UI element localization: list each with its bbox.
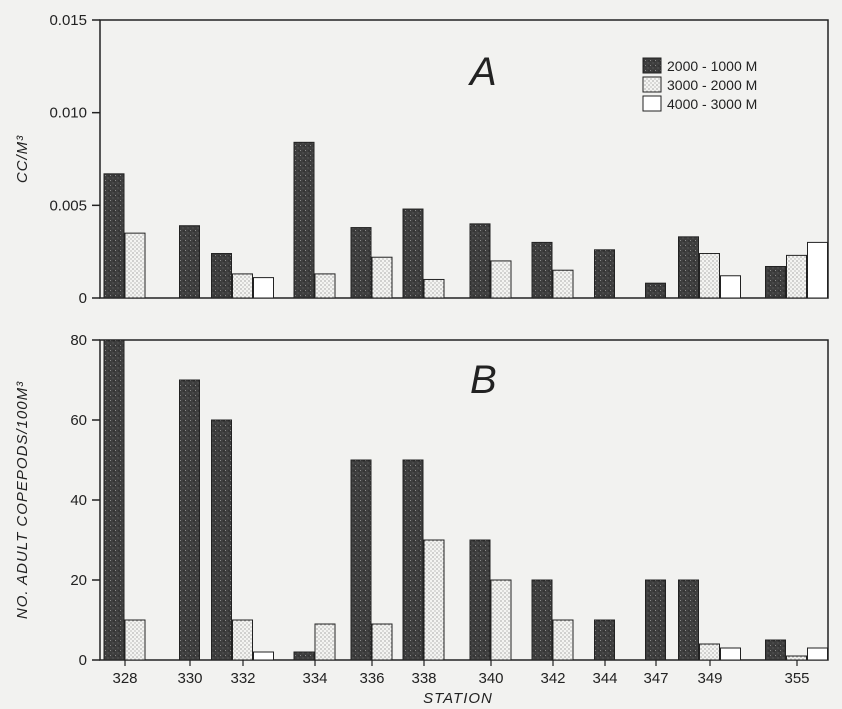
bar-344-series-1 xyxy=(594,249,615,299)
legend-swatch-2 xyxy=(642,76,662,93)
panel-b-y-ticks: 0 20 40 60 80 xyxy=(70,332,100,669)
bar-340-series-2 xyxy=(490,579,512,661)
bar-355-series-2 xyxy=(786,254,807,299)
x-tick-label-349: 349 xyxy=(697,670,722,687)
x-tick-label-334: 334 xyxy=(302,670,327,687)
x-tick-label-347: 347 xyxy=(643,670,668,687)
x-tick-label-328: 328 xyxy=(112,670,137,687)
bar-338-series-1 xyxy=(402,208,424,299)
bar-349-series-3 xyxy=(720,275,741,299)
bar-340-series-1 xyxy=(469,539,491,661)
bar-338-series-1 xyxy=(402,459,424,661)
bar-355-series-2 xyxy=(786,655,807,661)
x-tick-label-355: 355 xyxy=(784,670,809,687)
bar-332-series-2 xyxy=(232,273,253,299)
bar-340-series-1 xyxy=(469,223,491,299)
bar-330-series-1 xyxy=(179,379,200,661)
x-tick-label-340: 340 xyxy=(478,670,503,687)
panel-a-y-ticks: 0 0.005 0.010 0.015 xyxy=(49,12,100,307)
y-tick-label: 0.015 xyxy=(49,12,87,29)
bar-342-series-2 xyxy=(552,269,574,299)
bar-355-series-1 xyxy=(765,265,786,299)
bar-332-series-3 xyxy=(253,277,274,299)
panel-a-bars xyxy=(103,141,828,299)
bar-334-series-2 xyxy=(314,623,336,661)
bar-342-series-1 xyxy=(531,241,553,299)
bar-328-series-1 xyxy=(103,339,125,661)
y-tick-label: 0 xyxy=(79,290,87,307)
bar-328-series-2 xyxy=(124,619,146,661)
panel-b: 0 20 40 60 80 328 330 332 334 336 338 340 342 344 347… xyxy=(14,332,829,707)
bar-340-series-2 xyxy=(490,260,512,299)
panel-a-legend: 2000 - 1000 M 3000 - 2000 M 4000 - 3000 M xyxy=(642,57,757,112)
bar-347-series-1 xyxy=(645,579,666,661)
bar-328-series-2 xyxy=(124,232,146,299)
bar-344-series-1 xyxy=(594,619,615,661)
panel-a-letter: A xyxy=(468,50,497,94)
bar-349-series-2 xyxy=(699,643,720,661)
bar-355-series-3 xyxy=(807,647,828,661)
bar-347-series-1 xyxy=(645,282,666,299)
x-tick-label-332: 332 xyxy=(230,670,255,687)
y-tick-label: 20 xyxy=(70,572,87,589)
panel-b-frame xyxy=(99,339,829,661)
bar-338-series-2 xyxy=(423,539,445,661)
bar-336-series-1 xyxy=(350,459,372,661)
panel-a: 0 0.005 0.010 0.015 A CC/M³ 2000 - 1000 M 30… xyxy=(14,12,829,307)
x-tick-label-342: 342 xyxy=(540,670,565,687)
bar-332-series-3 xyxy=(253,651,274,661)
bar-349-series-3 xyxy=(720,647,741,661)
x-tick-label-338: 338 xyxy=(411,670,436,687)
x-tick-label-330: 330 xyxy=(177,670,202,687)
x-tick-label-344: 344 xyxy=(592,670,617,687)
bar-334-series-1 xyxy=(293,651,315,661)
y-tick-label: 0.010 xyxy=(49,105,87,122)
bar-342-series-1 xyxy=(531,579,553,661)
x-axis-label: STATION xyxy=(423,690,493,707)
y-tick-label: 80 xyxy=(70,332,87,349)
panel-b-bars xyxy=(103,339,828,661)
panel-b-y-axis-label: NO. ADULT COPEPODS/100M³ xyxy=(14,381,31,619)
panel-a-frame xyxy=(99,19,829,299)
y-tick-label: 60 xyxy=(70,412,87,429)
legend-swatch-3 xyxy=(642,95,662,112)
panel-a-y-axis-label: CC/M³ xyxy=(14,135,31,183)
bar-349-series-1 xyxy=(678,236,699,299)
panel-b-x-ticks: 328 330 332 334 336 338 340 342 344 347 349 355 xyxy=(112,660,810,687)
bar-332-series-1 xyxy=(211,419,232,661)
bar-336-series-1 xyxy=(350,227,372,299)
legend-label-1: 2000 - 1000 M xyxy=(667,58,757,74)
y-tick-label: 0.005 xyxy=(49,197,87,214)
legend-swatch-1 xyxy=(642,57,662,74)
bar-342-series-2 xyxy=(552,619,574,661)
legend-label-2: 3000 - 2000 M xyxy=(667,77,757,93)
bar-332-series-2 xyxy=(232,619,253,661)
bar-349-series-2 xyxy=(699,253,720,299)
bar-332-series-1 xyxy=(211,253,232,299)
bar-334-series-2 xyxy=(314,273,336,299)
y-tick-label: 40 xyxy=(70,492,87,509)
panel-b-letter: B xyxy=(470,358,497,402)
legend-label-3: 4000 - 3000 M xyxy=(667,96,757,112)
y-tick-label: 0 xyxy=(79,652,87,669)
bar-334-series-1 xyxy=(293,141,315,299)
bar-336-series-2 xyxy=(371,256,393,299)
bar-349-series-1 xyxy=(678,579,699,661)
bar-328-series-1 xyxy=(103,173,125,299)
bar-336-series-2 xyxy=(371,623,393,661)
bar-330-series-1 xyxy=(179,225,200,299)
bar-338-series-2 xyxy=(423,278,445,299)
bar-355-series-1 xyxy=(765,639,786,661)
bar-355-series-3 xyxy=(807,241,828,299)
x-tick-label-336: 336 xyxy=(359,670,384,687)
